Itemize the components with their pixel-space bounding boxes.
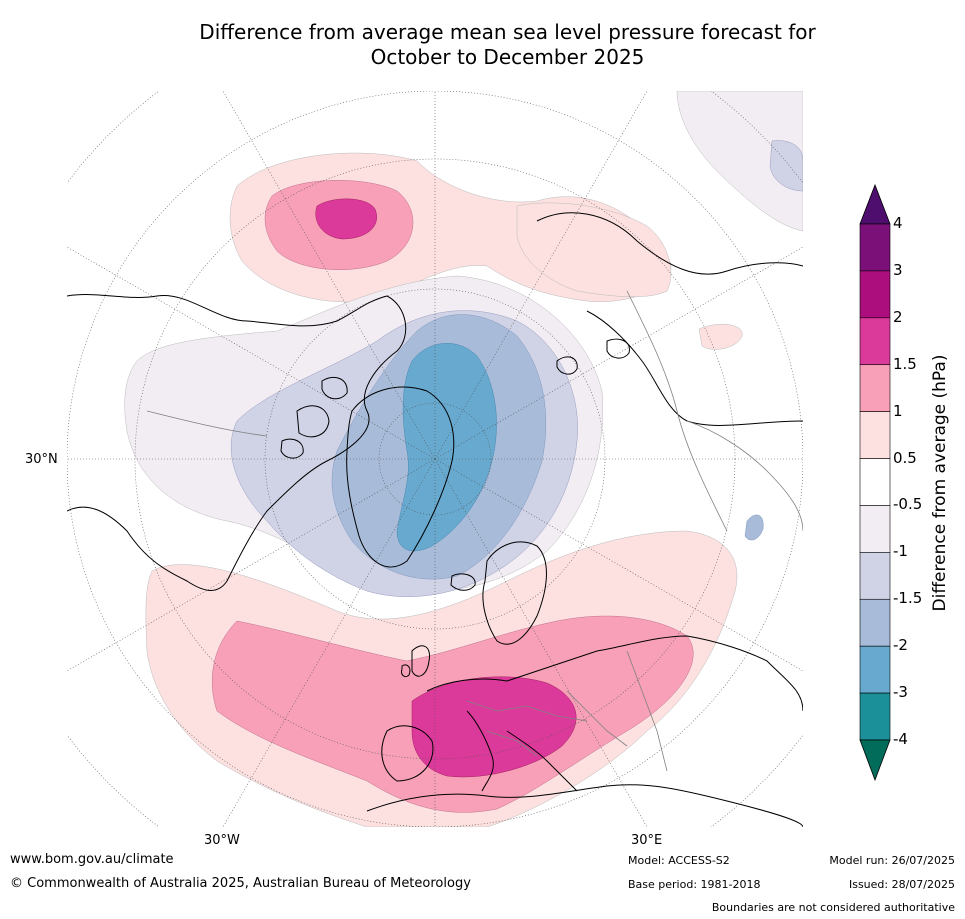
colorbar (859, 183, 891, 782)
copyright-text: © Commonwealth of Australia 2025, Austra… (10, 876, 471, 891)
colorbar-tick-label: 4 (893, 214, 903, 232)
model-run-text: Model run: 26/07/2025 (829, 854, 955, 867)
map-svg (67, 91, 803, 827)
anomaly-region-arctic-core (396, 343, 497, 552)
colorbar-tick-label: -3 (893, 683, 908, 702)
model-text: Model: ACCESS-S2 (628, 854, 730, 867)
colorbar-swatch (859, 552, 891, 600)
anomaly-region-east-pink-patch (698, 324, 743, 350)
colorbar-tick-label: -2 (893, 636, 908, 655)
colorbar-swatch (859, 505, 891, 553)
anomaly-region-europe-core (411, 676, 577, 778)
longitude-label-30e: 30°E (631, 833, 663, 848)
colorbar-tick-label: 2 (893, 307, 903, 326)
anomaly-region-northeast-lavender (676, 91, 803, 232)
colorbar-tick-label: 3 (893, 260, 903, 279)
base-period-text: Base period: 1981-2018 (628, 878, 761, 891)
colorbar-swatch (859, 411, 891, 459)
colorbar-extend-top (859, 183, 891, 225)
colorbar-tick-label: -0.5 (893, 495, 923, 514)
colorbar-tick-label: -1.5 (893, 589, 923, 608)
anomaly-region-northeast-pink (516, 202, 672, 298)
colorbar-swatch (859, 645, 891, 694)
disclaimer-text: Boundaries are not considered authoritat… (711, 901, 955, 914)
colorbar-swatch (859, 223, 891, 272)
colorbar-tick-label: -1 (893, 542, 908, 561)
meridian-lines (67, 91, 803, 827)
anomaly-region-northeast-light-blue (769, 140, 803, 192)
website-link[interactable]: www.bom.gov.au/climate (10, 852, 174, 867)
anomaly-region-caspian-blue (744, 514, 764, 541)
pressure-anomaly-map (67, 91, 803, 827)
coastlines (67, 212, 803, 827)
colorbar-tick-label: -4 (893, 730, 908, 748)
issued-text: Issued: 28/07/2025 (848, 878, 955, 891)
latitude-label-30n: 30°N (25, 452, 58, 467)
colorbar-extend-bottom (859, 739, 891, 782)
national-borders (146, 290, 803, 772)
colorbar-swatch (859, 364, 891, 412)
colorbar-swatch (859, 270, 891, 319)
colorbar-swatch (859, 598, 891, 647)
colorbar-tick-label: 1 (893, 401, 903, 420)
title-line-1: Difference from average mean sea level p… (199, 20, 816, 44)
colorbar-swatch (859, 317, 891, 366)
anomaly-region-pacific-core (315, 198, 377, 240)
colorbar-title: Difference from average (hPa) (930, 354, 950, 612)
colorbar-swatch (859, 458, 891, 506)
title-line-2: October to December 2025 (370, 45, 645, 69)
colorbar-tick-label: 1.5 (893, 354, 917, 373)
colorbar-tick-label: 0.5 (893, 448, 917, 467)
colorbar-swatch (859, 692, 891, 741)
chart-title: Difference from average mean sea level p… (150, 20, 865, 70)
longitude-label-30w: 30°W (204, 833, 240, 848)
